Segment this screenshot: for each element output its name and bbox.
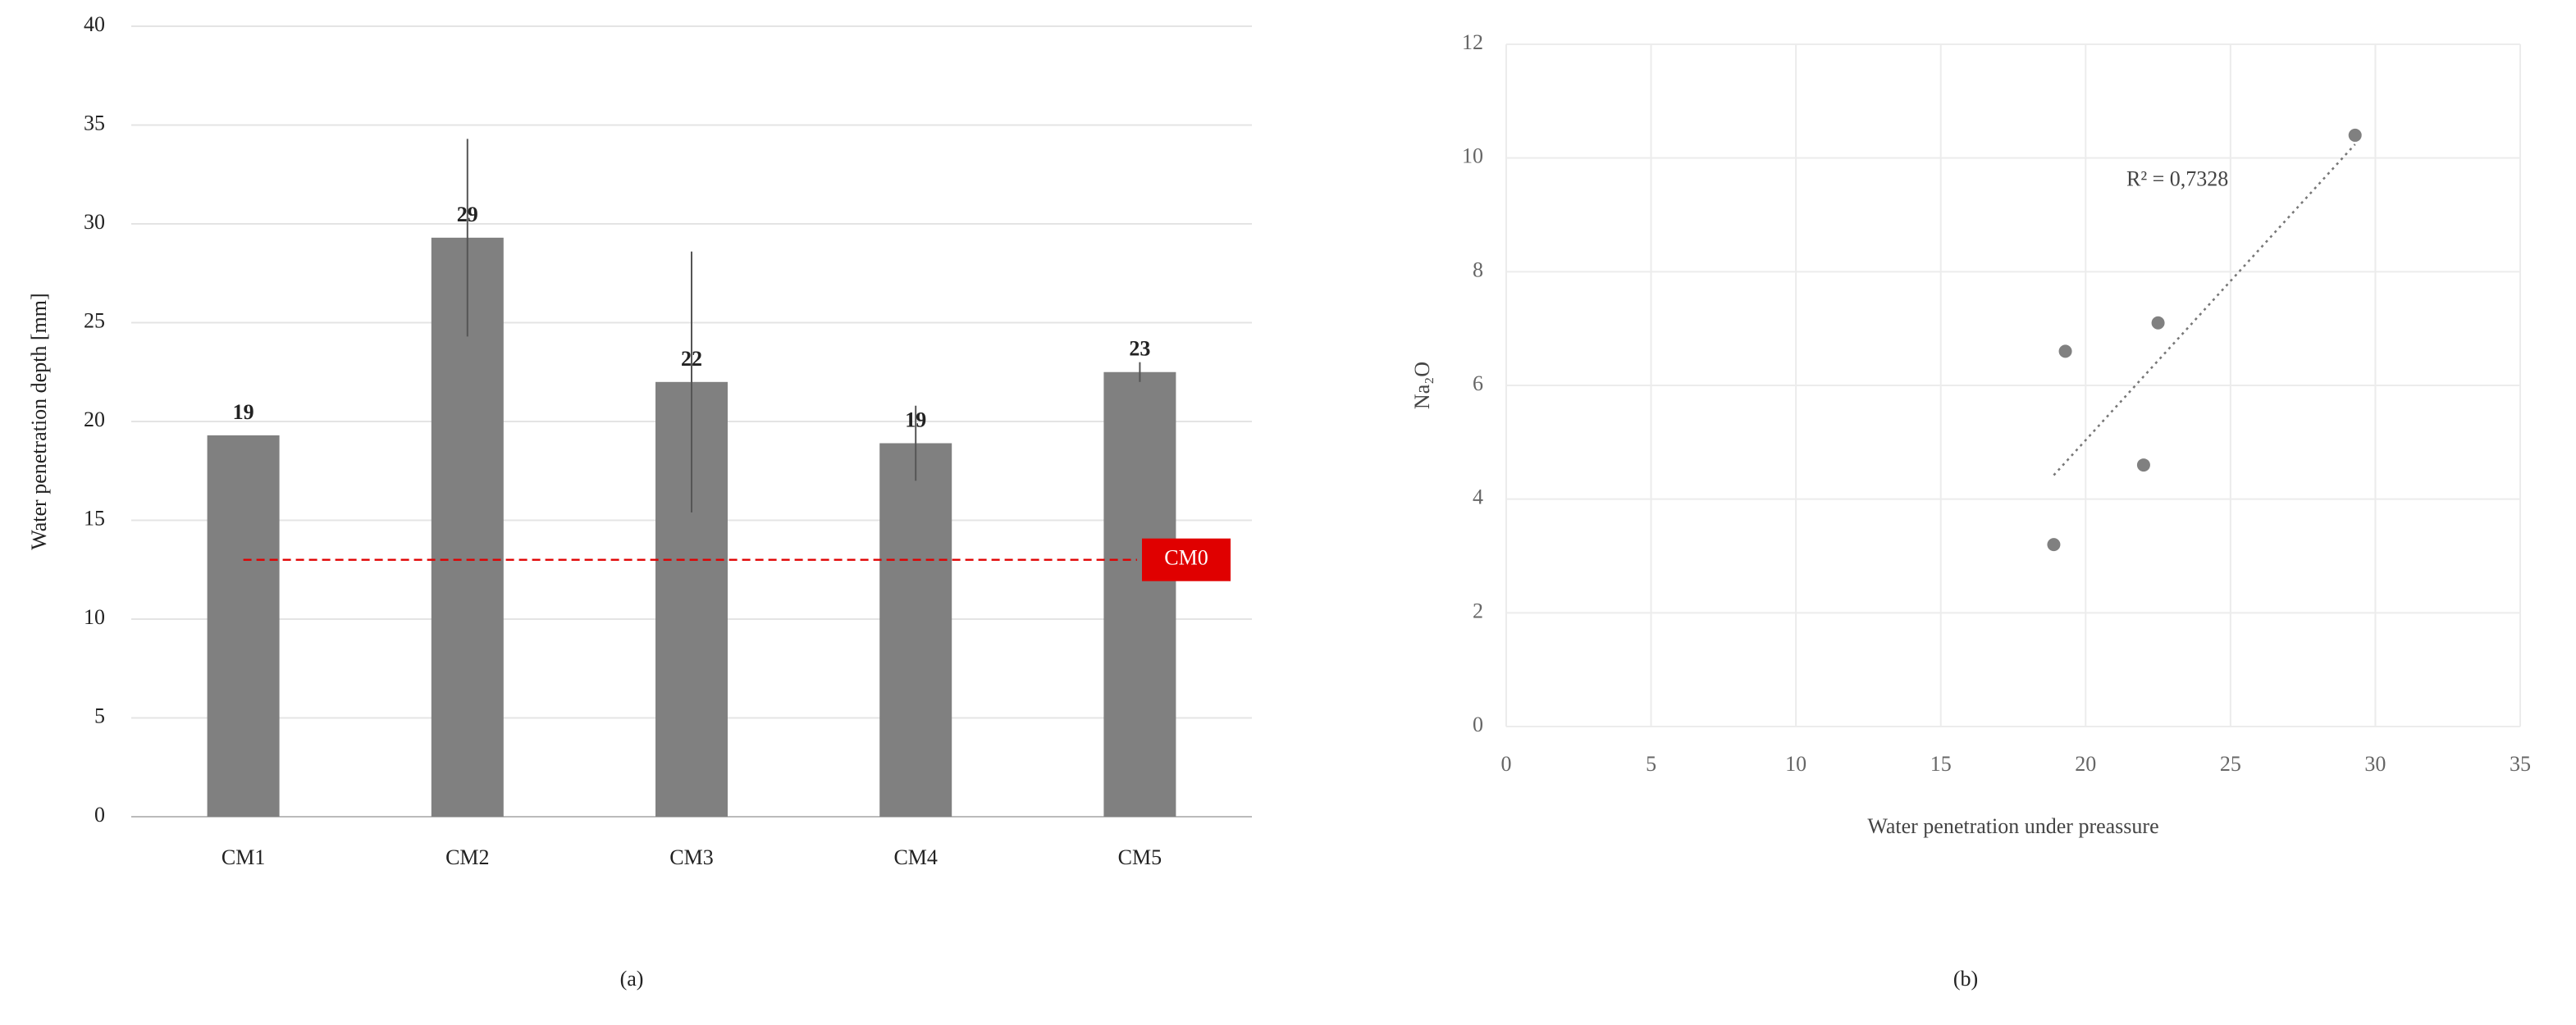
point <box>2058 344 2072 358</box>
bar <box>207 435 280 817</box>
trendline <box>2053 144 2356 476</box>
data-label: 23 <box>1129 337 1150 361</box>
data-label: 22 <box>681 347 702 371</box>
y-tick-label: 15 <box>84 506 105 530</box>
y-tick-label: 2 <box>1473 599 1483 622</box>
bar <box>879 443 952 817</box>
y-tick-label: 4 <box>1473 485 1483 509</box>
point <box>2151 316 2165 330</box>
x-tick-label: 10 <box>1785 752 1806 776</box>
y-tick-label: 10 <box>1462 144 1483 168</box>
x-tick-label: CM1 <box>222 845 265 869</box>
x-tick-label: 35 <box>2510 752 2531 776</box>
reference-label-box <box>1142 538 1231 581</box>
x-tick-label: 25 <box>2220 752 2241 776</box>
x-tick-label: CM5 <box>1118 845 1162 869</box>
y-tick-label: 12 <box>1462 30 1483 54</box>
panel-caption: (b) <box>1953 967 1978 991</box>
y-tick-label: 25 <box>84 308 105 332</box>
y-tick-label: 30 <box>84 210 105 234</box>
x-tick-label: 15 <box>1930 752 1952 776</box>
x-axis-label: Water penetration under preassure <box>1867 814 2158 838</box>
point <box>2047 538 2061 552</box>
reference-label: CM0 <box>1164 546 1208 570</box>
point <box>2348 128 2362 142</box>
y-tick-label: 10 <box>84 605 105 629</box>
y-axis-label: Water penetration depth [mm] <box>27 293 51 549</box>
x-tick-label: 0 <box>1501 752 1512 776</box>
x-tick-label: 30 <box>2364 752 2386 776</box>
point <box>2136 458 2150 472</box>
x-tick-label: CM2 <box>445 845 489 869</box>
y-tick-label: 0 <box>1473 713 1483 736</box>
y-tick-label: 20 <box>84 408 105 431</box>
trendline-label: R² = 0,7328 <box>2126 166 2228 190</box>
y-tick-label: 40 <box>84 12 105 36</box>
x-tick-label: CM4 <box>893 845 937 869</box>
panel-caption: (a) <box>620 967 644 991</box>
y-tick-label: 35 <box>84 111 105 134</box>
data-label: 19 <box>905 408 926 431</box>
y-tick-label: 5 <box>94 704 105 727</box>
bar <box>1103 371 1176 817</box>
y-tick-label: 0 <box>94 803 105 827</box>
x-tick-label: 5 <box>1646 752 1656 776</box>
y-axis-label: Na₂O <box>1410 362 1434 409</box>
y-tick-label: 6 <box>1473 371 1483 395</box>
x-tick-label: 20 <box>2075 752 2096 776</box>
data-label: 19 <box>233 400 254 424</box>
y-tick-label: 8 <box>1473 257 1483 281</box>
data-label: 29 <box>457 203 478 226</box>
x-tick-label: CM3 <box>669 845 713 869</box>
